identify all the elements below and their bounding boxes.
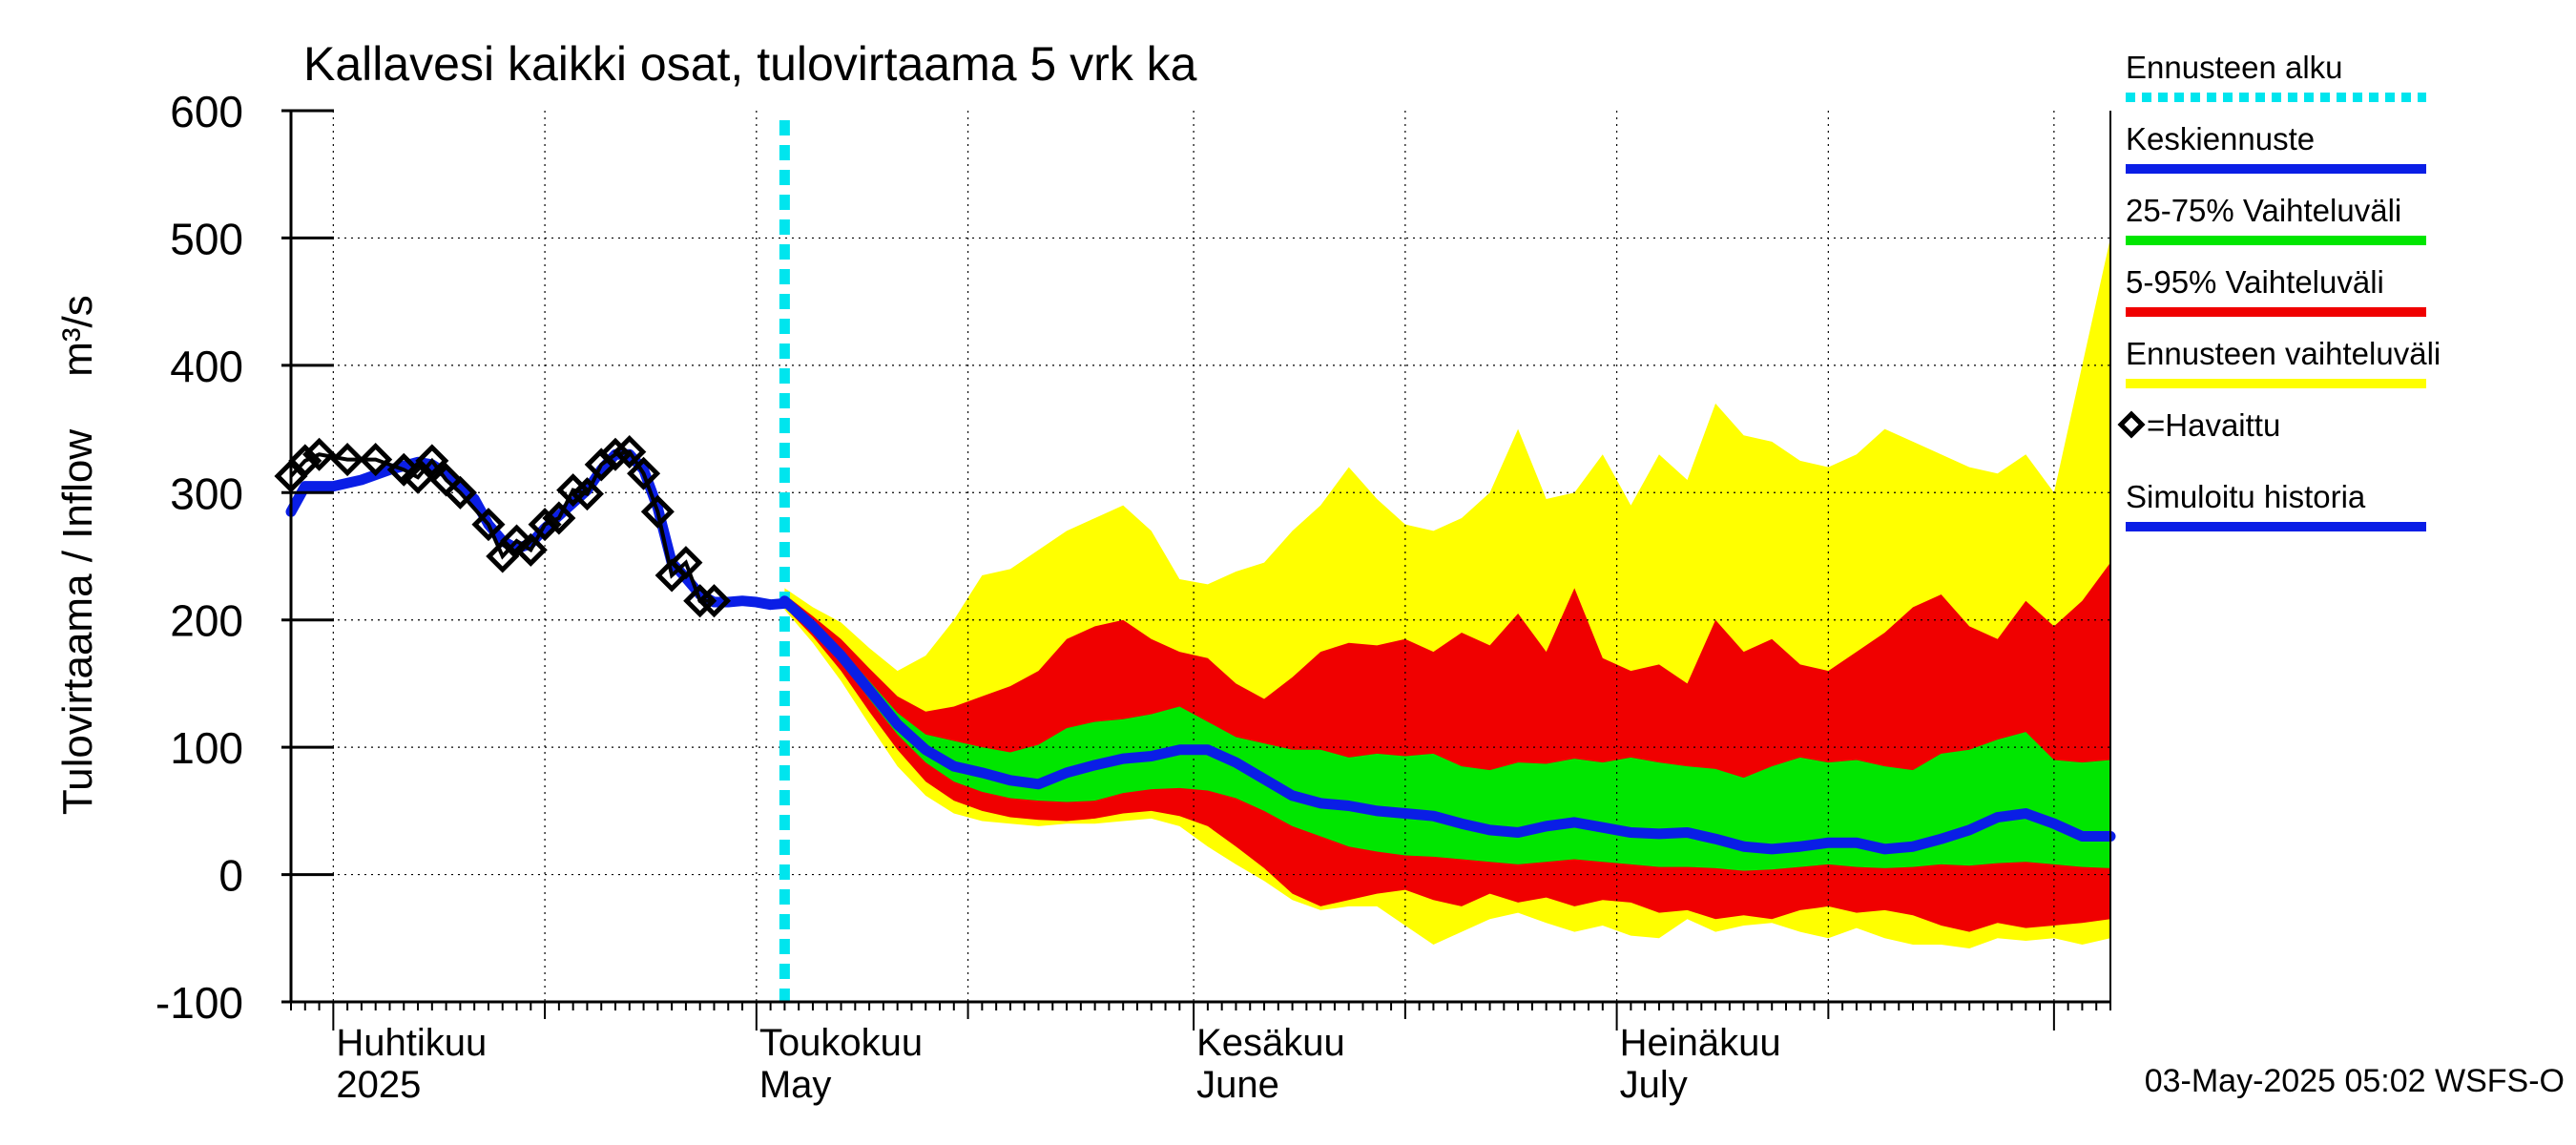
y-tick-label: 400 <box>170 342 243 391</box>
legend-label: Ennusteen vaihteluväli <box>2126 336 2441 371</box>
observed-point <box>330 443 364 477</box>
plot-grid <box>291 111 2110 1002</box>
footer-timestamp: 03-May-2025 05:02 WSFS-O <box>2145 1063 2565 1099</box>
observed-point <box>613 435 647 469</box>
y-tick-label: 500 <box>170 214 243 263</box>
month-label-en: June <box>1196 1064 1279 1106</box>
observed-point <box>669 546 703 580</box>
observed-point <box>696 584 732 618</box>
legend-label: 25-75% Vaihteluväli <box>2126 193 2401 228</box>
y-tick-label: 600 <box>170 87 243 136</box>
observed-point <box>528 508 562 542</box>
observed-point <box>471 508 506 542</box>
y-tick-label: 100 <box>170 723 243 773</box>
legend-label: =Havaittu <box>2147 407 2280 443</box>
observed-point <box>401 460 435 494</box>
chart-legend: Ennusteen alku Keskiennuste 25-75% Vaihtel… <box>2117 50 2441 531</box>
month-label-fi: Huhtikuu <box>336 1022 487 1064</box>
band-25-75 <box>784 598 2110 871</box>
observed-point <box>598 437 633 471</box>
observed-point <box>570 477 604 511</box>
month-label-fi: Kesäkuu <box>1196 1022 1345 1064</box>
observed-point <box>415 444 449 478</box>
observed-point <box>359 443 393 477</box>
month-label-en: July <box>1620 1064 1688 1106</box>
keskiennuste-line <box>779 595 2116 855</box>
legend-label: 5-95% Vaihteluväli <box>2126 264 2384 300</box>
observed-point <box>542 501 576 535</box>
observed-point <box>386 452 421 487</box>
observed-point <box>640 494 675 529</box>
legend-label: Keskiennuste <box>2126 121 2315 156</box>
observed-point <box>499 524 534 558</box>
y-axis-unit: m³/s <box>54 295 101 377</box>
observed-point <box>627 456 661 490</box>
observed-point <box>513 532 548 567</box>
y-tick-label: -100 <box>156 978 243 1028</box>
y-axis-label: Tulovirtaama / Inflow <box>54 429 101 816</box>
plot-markers <box>274 435 732 618</box>
chart-title: Kallavesi kaikki osat, tulovirtaama 5 vr… <box>303 37 1197 91</box>
observed-point <box>683 584 717 618</box>
legend-marker-icon <box>2117 410 2146 439</box>
observed-point <box>288 444 322 478</box>
month-label-en: May <box>759 1064 832 1106</box>
observed-point <box>302 437 337 471</box>
y-tick-label: 0 <box>218 851 243 901</box>
y-tick-label: 200 <box>170 596 243 646</box>
month-label-fi: Toukokuu <box>759 1022 923 1064</box>
month-label-en: 2025 <box>336 1064 421 1106</box>
legend-label: Ennusteen alku <box>2126 50 2343 85</box>
legend-label: Simuloitu historia <box>2126 479 2366 514</box>
y-tick-label: 300 <box>170 468 243 518</box>
month-label-fi: Heinäkuu <box>1620 1022 1781 1064</box>
observed-point <box>443 475 477 510</box>
